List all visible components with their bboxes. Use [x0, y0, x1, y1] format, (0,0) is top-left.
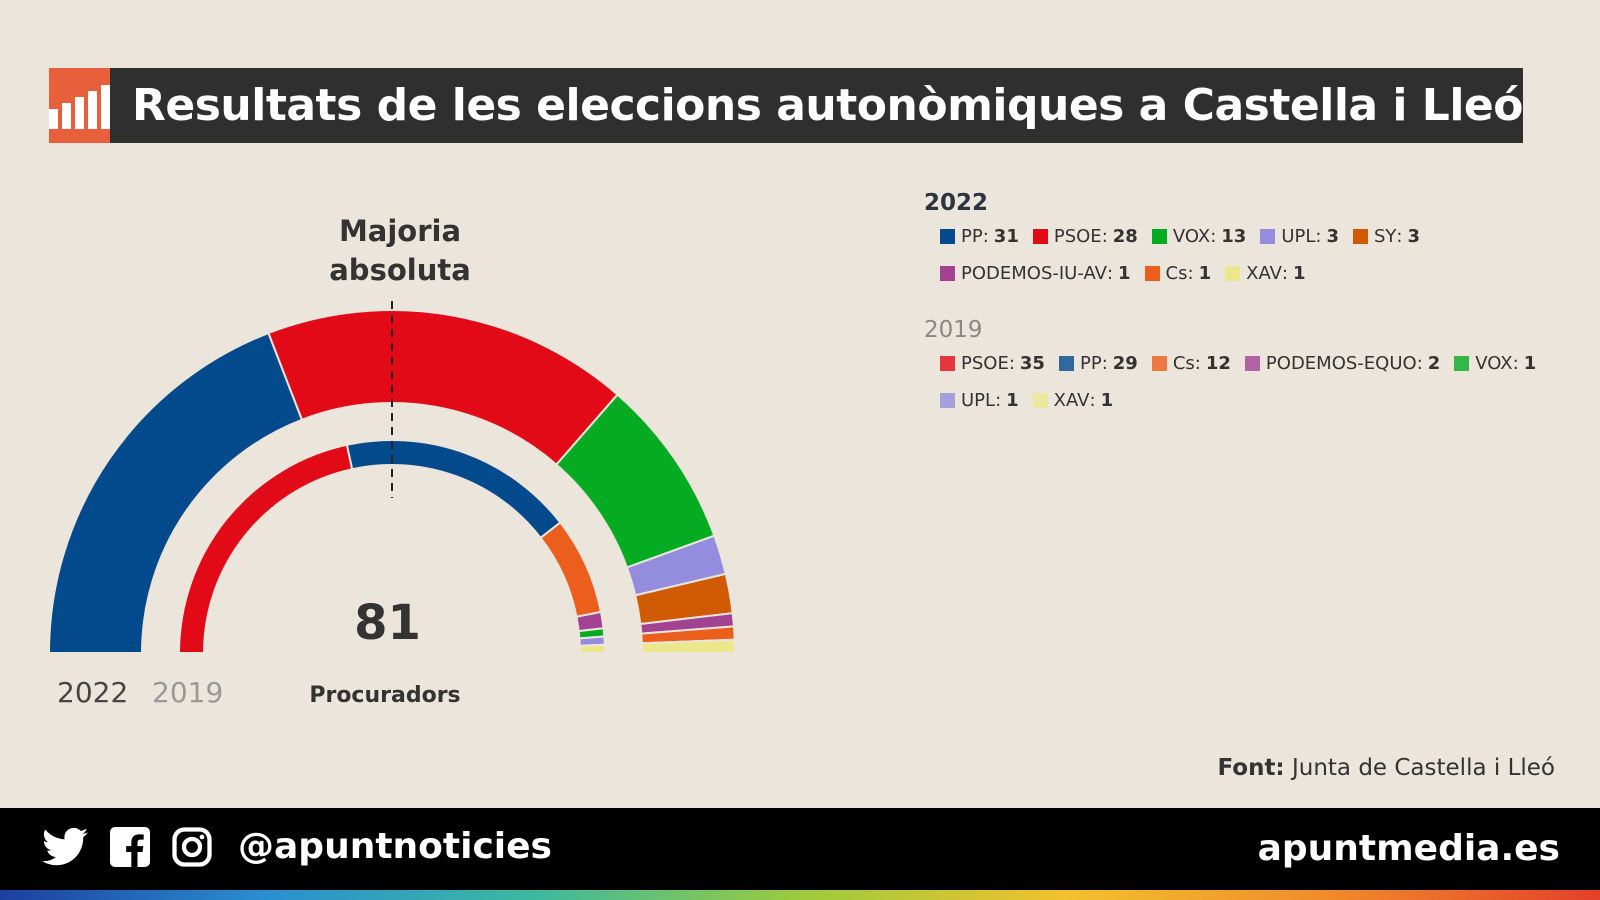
legend-swatch	[1058, 356, 1074, 371]
legend-swatch	[940, 266, 955, 281]
facebook-icon[interactable]	[110, 826, 150, 867]
legend-swatch	[1032, 229, 1048, 244]
legend-item: PODEMOS-IU-AV:1	[940, 263, 1131, 284]
total-seats: 81	[354, 595, 421, 651]
majority-label-line2: absoluta	[329, 253, 471, 287]
legend-title: 2019	[924, 317, 983, 343]
instagram-icon[interactable]	[172, 826, 212, 867]
seat-segment-2022-PSOE	[267, 309, 619, 467]
legend-party: UPL	[1281, 226, 1316, 247]
majority-label-line1: Majoria	[338, 214, 462, 248]
legend-swatch	[1225, 266, 1241, 281]
website-link[interactable]: apuntmedia.es	[1257, 828, 1560, 869]
legend-item: UPL:1	[940, 390, 1019, 411]
legend-swatch	[1260, 229, 1276, 244]
legend-item: VOX:1	[1454, 353, 1536, 374]
bar-chart-icon	[49, 68, 110, 143]
legend-seats: 2	[1427, 353, 1441, 374]
legend-item: XAV:1	[1032, 390, 1114, 411]
legend-item: PP:31	[940, 226, 1019, 247]
legend-seats: 1	[1523, 353, 1537, 374]
legend-item: Cs:1	[1144, 263, 1212, 284]
legend-seats: 28	[1112, 226, 1138, 247]
legend-swatch	[1151, 229, 1167, 244]
legend-party: PSOE	[961, 353, 1009, 374]
legend-2022: 2022 PP:31 PSOE:28 VOX:13 UPL:3 SY:3 PODEMOS-…	[924, 190, 1594, 284]
legend-item: PSOE:35	[940, 353, 1045, 374]
legend-party: VOX	[1475, 353, 1513, 374]
legend-swatch	[1144, 266, 1160, 281]
legend-party: PP	[961, 226, 983, 247]
legend-seats: 3	[1326, 226, 1339, 247]
legend-seats: 1	[1293, 263, 1306, 284]
legend-party: XAV	[1246, 263, 1282, 284]
social-handle[interactable]: @apuntnoticies	[238, 826, 552, 867]
total-label: Procuradors	[309, 683, 461, 708]
legend-party: PSOE	[1053, 226, 1102, 247]
legend-seats: 1	[1006, 390, 1019, 411]
legend-item: Cs:12	[1151, 353, 1231, 374]
parliament-chart	[47, 301, 737, 654]
legend-party: Cs	[1165, 263, 1188, 284]
source-label: Font:	[1217, 755, 1285, 781]
legend-item: PP:29	[1058, 353, 1138, 374]
legend-seats: 35	[1019, 353, 1045, 374]
title-bar: Resultats de les eleccions autonòmiques …	[49, 68, 1524, 143]
legend-item: VOX:13	[1151, 226, 1247, 247]
legend-seats: 12	[1205, 353, 1231, 374]
legend-seats: 29	[1112, 353, 1138, 374]
ring-label-2019: 2019	[152, 676, 224, 709]
legend-swatch	[1151, 356, 1167, 371]
legend-item: UPL:3	[1260, 226, 1339, 247]
legend-item: PODEMOS-EQUO:2	[1244, 353, 1441, 374]
legend-item: XAV:1	[1225, 263, 1306, 284]
rainbow-strip	[0, 890, 1600, 900]
legend-swatch	[1353, 229, 1368, 244]
page-title: Resultats de les eleccions autonòmiques …	[132, 80, 1524, 131]
legend-seats: 1	[1118, 263, 1131, 284]
legend-swatch	[1454, 356, 1470, 371]
legend-swatch	[940, 356, 955, 371]
legend-party: PODEMOS-EQUO	[1265, 353, 1417, 374]
seat-segment-2022-XAV	[640, 638, 737, 654]
footer: @apuntnoticies apuntmedia.es	[0, 808, 1600, 890]
legend-swatch	[1032, 393, 1048, 408]
legend-seats: 31	[993, 226, 1019, 247]
legend-party: SY	[1374, 226, 1397, 247]
source-note: Font: Junta de Castella i Lleó	[1217, 755, 1555, 781]
legend-seats: 3	[1407, 226, 1421, 247]
seat-segment-2019-Cs	[539, 521, 603, 618]
ring-label-2022: 2022	[57, 676, 129, 709]
legend-title: 2022	[924, 190, 989, 216]
source-text: Junta de Castella i Lleó	[1291, 755, 1555, 781]
twitter-icon[interactable]	[42, 827, 88, 867]
legend-party: PODEMOS-IU-AV	[961, 263, 1107, 284]
legend-party: VOX	[1172, 226, 1211, 247]
legend-seats: 1	[1198, 263, 1212, 284]
seat-segment-2019-PP	[345, 439, 562, 540]
legend-item: PSOE:28	[1032, 226, 1138, 247]
legend-swatch	[940, 393, 955, 408]
majority-label: Majoria absoluta	[300, 212, 500, 290]
legend-seats: 1	[1100, 390, 1114, 411]
legend-party: XAV	[1053, 390, 1090, 411]
legend-swatch	[940, 229, 955, 244]
seat-segment-2019-XAV	[578, 643, 607, 654]
legend-item: SY:3	[1353, 226, 1420, 247]
legend-party: PP	[1079, 353, 1102, 374]
legend-seats: 13	[1221, 226, 1247, 247]
legend-party: Cs	[1172, 353, 1195, 374]
legend-swatch	[1244, 356, 1260, 371]
legend-party: UPL	[961, 390, 996, 411]
legend-2019: 2019 PSOE:35 PP:29 Cs:12 PODEMOS-EQUO:2 VOX:…	[924, 317, 1594, 411]
